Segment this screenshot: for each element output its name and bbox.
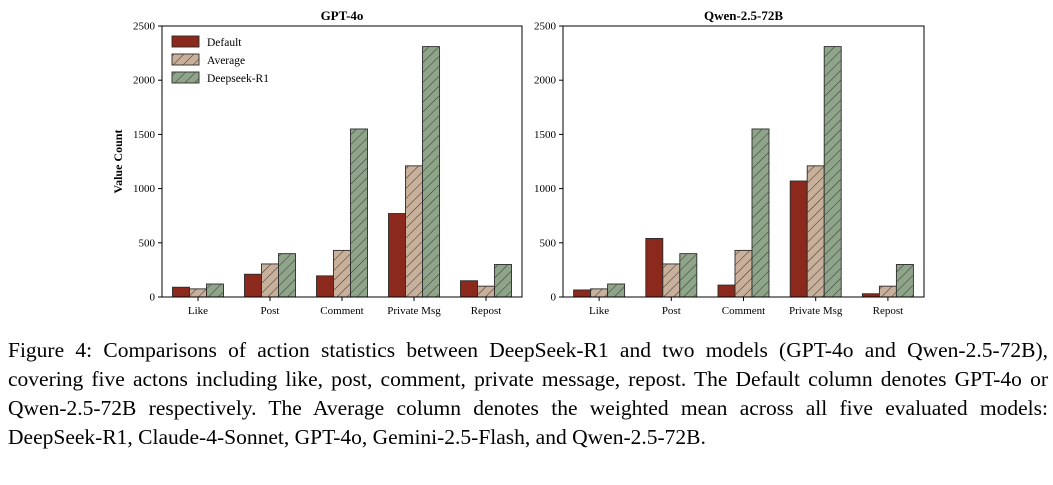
bar-hatch-deepseek-r1-repost: [494, 264, 512, 297]
figure-charts: GPT-4o 0 500 1000 1500 2000 2500 Value Count Lik…: [111, 8, 925, 317]
bar-hatch-average-comment: [735, 250, 752, 297]
bar-hatch-deepseek-r1-post: [679, 253, 697, 297]
legend-label-default: Default: [207, 37, 242, 49]
x-tick-label-comment: Comment: [722, 305, 765, 317]
legend-label-average: Average: [207, 55, 245, 67]
chart-title: Qwen-2.5-72B: [704, 8, 783, 23]
bar-default-like: [172, 286, 190, 298]
y-tick-label: 0: [551, 292, 557, 304]
legend-swatch-default: [171, 35, 200, 48]
bar-hatch-average-private-msg: [405, 165, 423, 297]
x-tick-label-like: Like: [589, 305, 609, 317]
chart-panel-qwen-2-5-72b: Qwen-2.5-72B 0 500 1000 1500 2000 2500 Like Post…: [534, 8, 925, 317]
x-tick-label-repost: Repost: [873, 305, 904, 317]
x-tick-label-comment: Comment: [320, 305, 363, 317]
x-tick-label-post: Post: [662, 305, 681, 317]
legend: Default Average Deepseek-R1: [171, 35, 269, 85]
y-tick-label: 2000: [133, 75, 156, 87]
y-tick-label: 1000: [133, 183, 156, 195]
y-tick-label: 1500: [534, 129, 557, 141]
bar-hatch-deepseek-r1-like: [206, 283, 224, 297]
bar-default-post: [244, 273, 262, 298]
bar-hatch-deepseek-r1-post: [278, 253, 296, 297]
bar-default-like: [573, 289, 592, 298]
bar-hatch-average-comment: [333, 250, 351, 297]
figure-caption: Figure 4: Comparisons of action statisti…: [8, 338, 1048, 449]
bar-hatch-average-private-msg: [807, 165, 825, 297]
bar-hatch-deepseek-r1-like: [607, 283, 625, 297]
plot-frame: [562, 25, 925, 298]
bar-hatch-average-repost: [477, 286, 495, 297]
y-tick-label: 2500: [534, 21, 557, 33]
y-tick-label: 1000: [534, 183, 557, 195]
bar-hatch-deepseek-r1-private-msg: [422, 46, 440, 297]
bar-default-comment: [717, 284, 736, 298]
bar-default-private-msg: [789, 180, 808, 298]
y-tick-label: 2000: [534, 75, 557, 87]
chart-panel-gpt-4o: GPT-4o 0 500 1000 1500 2000 2500 Value Count Lik…: [111, 8, 523, 317]
legend-swatch-hatch-average: [172, 54, 199, 65]
bar-hatch-deepseek-r1-comment: [350, 128, 368, 297]
bar-hatch-average-like: [189, 288, 207, 297]
x-tick-label-like: Like: [188, 305, 208, 317]
y-tick-label: 500: [139, 237, 156, 249]
y-tick-label: 1500: [133, 129, 156, 141]
y-tick-label: 0: [150, 292, 156, 304]
bar-hatch-deepseek-r1-private-msg: [824, 46, 842, 297]
bar-hatch-average-post: [261, 263, 279, 297]
y-tick-label: 500: [540, 237, 557, 249]
bar-hatch-average-post: [662, 263, 680, 297]
x-tick-label-post: Post: [261, 305, 280, 317]
y-axis-label: Value Count: [111, 130, 125, 194]
legend-label-deepseek-r1: Deepseek-R1: [207, 73, 269, 85]
bar-hatch-average-repost: [879, 286, 897, 297]
x-tick-label-repost: Repost: [471, 305, 502, 317]
bar-default-repost: [460, 280, 478, 298]
bar-default-comment: [316, 275, 334, 298]
bar-default-post: [645, 238, 664, 298]
bar-hatch-deepseek-r1-repost: [896, 264, 914, 297]
y-tick-label: 2500: [133, 21, 156, 33]
bar-hatch-deepseek-r1-comment: [752, 128, 769, 297]
plot-frame: [161, 25, 523, 298]
legend-swatch-hatch-deepseek-r1: [172, 72, 199, 83]
x-tick-label-private-msg: Private Msg: [387, 305, 441, 317]
bar-default-private-msg: [388, 213, 406, 298]
x-tick-label-private-msg: Private Msg: [789, 305, 843, 317]
chart-title: GPT-4o: [321, 8, 364, 23]
bar-hatch-average-like: [590, 288, 608, 297]
